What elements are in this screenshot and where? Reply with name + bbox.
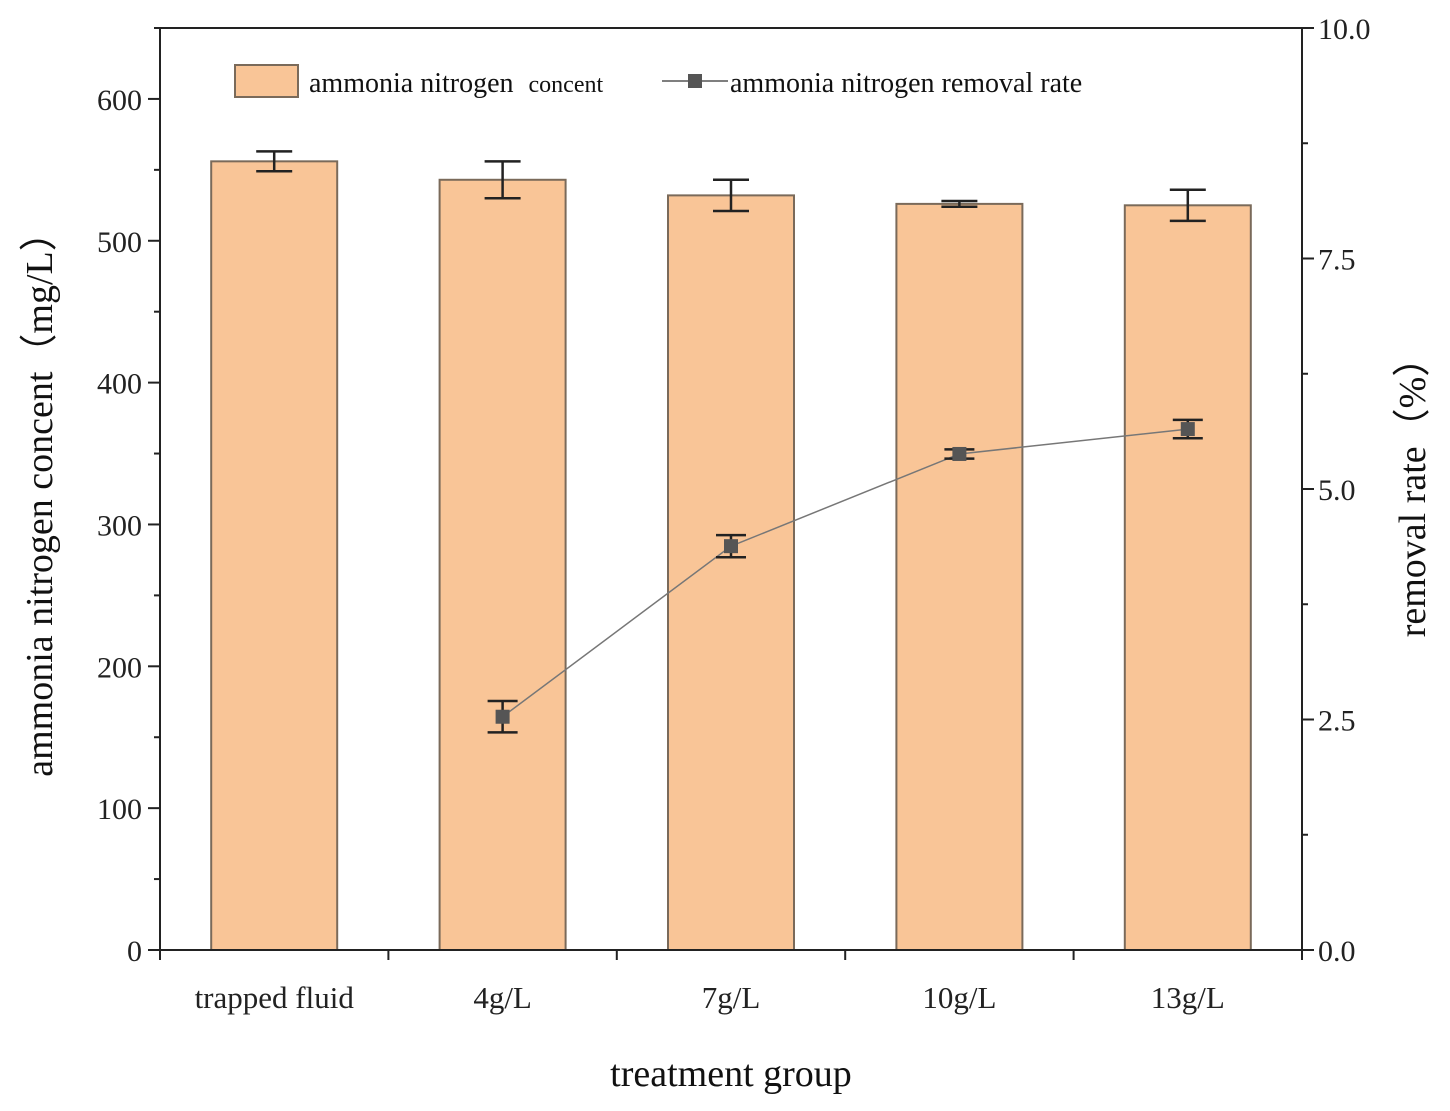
x-tick-label: 7g/L [702, 980, 761, 1015]
legend: ammonia nitrogen concent ammonia nitroge… [234, 64, 1082, 99]
bar-0 [210, 160, 339, 951]
x-axis-ticks: trapped fluid 4g/L 7g/L 10g/L 13g/L [159, 950, 1303, 1015]
line-point-3 [952, 446, 967, 461]
x-axis-title: treatment group [610, 1053, 852, 1095]
legend-bar-label: ammonia nitrogen [309, 68, 514, 99]
legend-bar-swatch [234, 64, 299, 98]
bar-error-bar-0 [256, 150, 293, 173]
bar-error-bar-1 [484, 160, 521, 200]
line-point-4 [1180, 422, 1195, 437]
left-axis-ticks: 0 100 200 300 400 500 600 [97, 27, 160, 968]
bar-error-bar-2 [713, 178, 749, 213]
legend-line-label: ammonia nitrogen removal rate [730, 68, 1082, 99]
x-tick-label: 13g/L [1151, 980, 1225, 1015]
bar-3 [895, 202, 1024, 952]
legend-bar-label-small: concent [529, 72, 604, 98]
bar-error-bar-4 [1169, 188, 1206, 223]
bar-4 [1123, 204, 1252, 952]
left-tick-label: 200 [97, 651, 142, 684]
right-tick-label: 2.5 [1318, 705, 1356, 738]
right-axis-title: removal rate（%） [1392, 339, 1434, 638]
right-tick-label: 0.0 [1318, 935, 1356, 968]
x-tick-label: 10g/L [922, 980, 996, 1015]
bar-series [210, 150, 1252, 952]
right-tick-label: 10.0 [1318, 13, 1371, 46]
x-tick-label: 4g/L [473, 980, 532, 1015]
right-axis-ticks: 0.0 2.5 5.0 7.5 10.0 [1302, 13, 1371, 968]
line-point-2 [724, 539, 738, 554]
bar-2 [667, 194, 795, 951]
left-axis-title: ammonia nitrogen concent（mg/L） [19, 213, 61, 777]
line-point-1 [495, 709, 510, 724]
line-series [487, 418, 1203, 734]
left-tick-label: 400 [97, 368, 142, 401]
removal-rate-line [502, 428, 1188, 718]
bar-error-bar-3 [941, 199, 978, 208]
left-tick-label: 100 [97, 793, 142, 826]
left-tick-label: 500 [97, 226, 142, 259]
left-tick-label: 0 [127, 935, 142, 968]
bar-1 [438, 178, 567, 951]
svg-text:ammonia nitrogen concent: ammonia nitrogen concent [309, 68, 603, 99]
left-tick-label: 300 [97, 509, 142, 542]
legend-square-marker [688, 74, 702, 88]
right-tick-label: 5.0 [1318, 474, 1356, 507]
right-tick-label: 7.5 [1318, 244, 1356, 277]
left-tick-label: 600 [97, 84, 142, 117]
x-tick-label: trapped fluid [195, 980, 355, 1015]
